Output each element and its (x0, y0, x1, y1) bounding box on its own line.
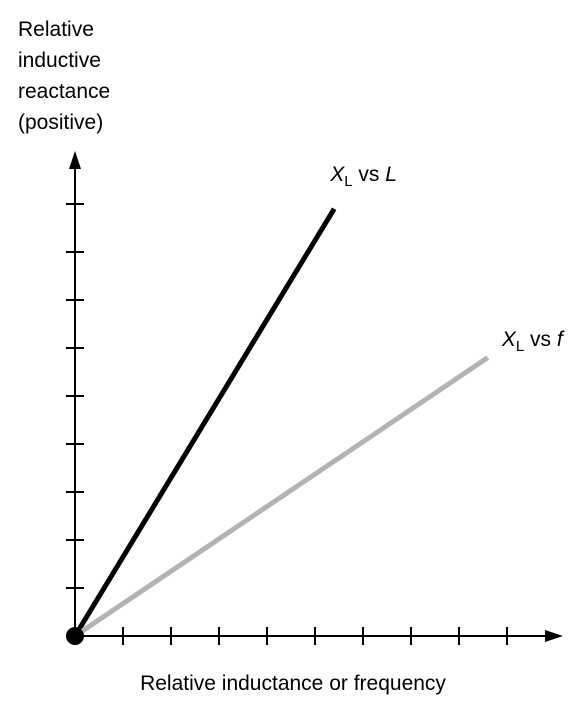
y-axis-arrow (69, 151, 81, 169)
series-label-var: X (330, 162, 345, 186)
series-label-xl-vs-l: XL vs L (330, 162, 397, 190)
origin-dot (66, 627, 84, 645)
series-line-0 (72, 207, 337, 638)
x-axis-arrow (545, 630, 563, 642)
series-label-xl-vs-f: XL vs f (501, 327, 563, 355)
y-axis-label-line: Relative (18, 18, 94, 41)
series-label-mid: vs (352, 162, 386, 186)
axes (69, 151, 563, 642)
y-axis-label-line: (positive) (18, 111, 104, 134)
axis-ticks (66, 203, 508, 645)
series-line-1 (73, 355, 490, 639)
y-axis-label-line: reactance (18, 80, 111, 103)
y-axis-label-line: inductive (18, 49, 101, 72)
series-label-mid: vs (524, 327, 557, 351)
series-label-var2: L (385, 162, 397, 186)
series-label-sub: L (515, 337, 525, 355)
series-label-sub: L (344, 172, 353, 190)
series-label-var2: f (556, 327, 563, 351)
series-lines (72, 207, 490, 639)
x-axis-label: Relative inductance or frequency (140, 672, 446, 695)
series-label-var: X (501, 327, 516, 351)
y-axis-label: Relative inductive reactance (positive) (18, 14, 110, 138)
